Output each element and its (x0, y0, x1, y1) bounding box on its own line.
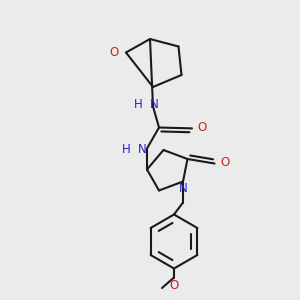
Text: O: O (197, 121, 207, 134)
Text: H: H (122, 143, 130, 156)
Text: N: N (138, 143, 147, 156)
Text: O: O (220, 156, 229, 170)
Text: O: O (109, 46, 119, 59)
Text: N: N (179, 182, 188, 195)
Text: H: H (134, 98, 142, 112)
Text: N: N (150, 98, 159, 112)
Text: O: O (169, 279, 178, 292)
